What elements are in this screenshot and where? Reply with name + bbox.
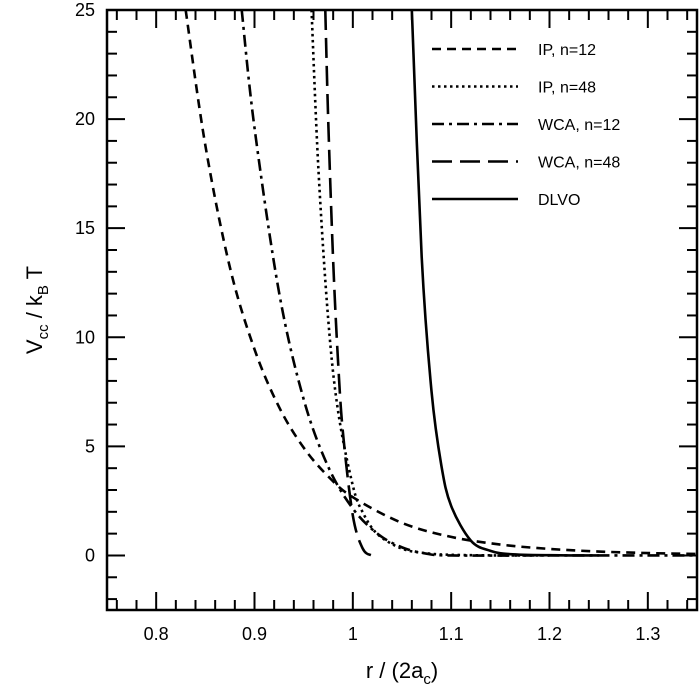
- x-tick-label: 1.2: [537, 624, 562, 644]
- series-line-4: [410, 10, 599, 557]
- plot-curves: [184, 10, 697, 557]
- x-tick-label: 1.3: [635, 624, 660, 644]
- x-tick-label: 1: [348, 624, 358, 644]
- legend-label: IP, n=12: [538, 42, 596, 59]
- legend-label: DLVO: [538, 192, 580, 209]
- y-tick-label: 15: [75, 218, 95, 238]
- series-line-0: [184, 10, 697, 556]
- x-tick-label: 1.1: [439, 624, 464, 644]
- x-tick-label: 0.9: [242, 624, 267, 644]
- legend: IP, n=12 IP, n=48 WCA, n=12 WCA, n=48 DLVO: [432, 42, 620, 209]
- y-tick-label: 20: [75, 109, 95, 129]
- y-tick-label: 5: [85, 436, 95, 456]
- y-tick-label: 25: [75, 0, 95, 20]
- legend-label: WCA, n=48: [538, 155, 620, 172]
- y-tick-label: 10: [75, 327, 95, 347]
- series-line-2: [240, 10, 697, 557]
- axis-ticks: 0.8 0.9 1 1.1 1.2 1.3 0 5 10 15 20 25: [75, 0, 697, 644]
- x-axis-label: r / (2ac): [366, 658, 438, 688]
- series-line-1: [310, 10, 550, 557]
- x-tick-label: 0.8: [144, 624, 169, 644]
- legend-label: IP, n=48: [538, 80, 596, 97]
- plot-frame: [105, 8, 699, 612]
- y-axis-label: Vcc / kB T: [22, 266, 52, 354]
- series-line-3: [324, 10, 373, 557]
- legend-label: WCA, n=12: [538, 117, 620, 134]
- y-tick-label: 0: [85, 545, 95, 565]
